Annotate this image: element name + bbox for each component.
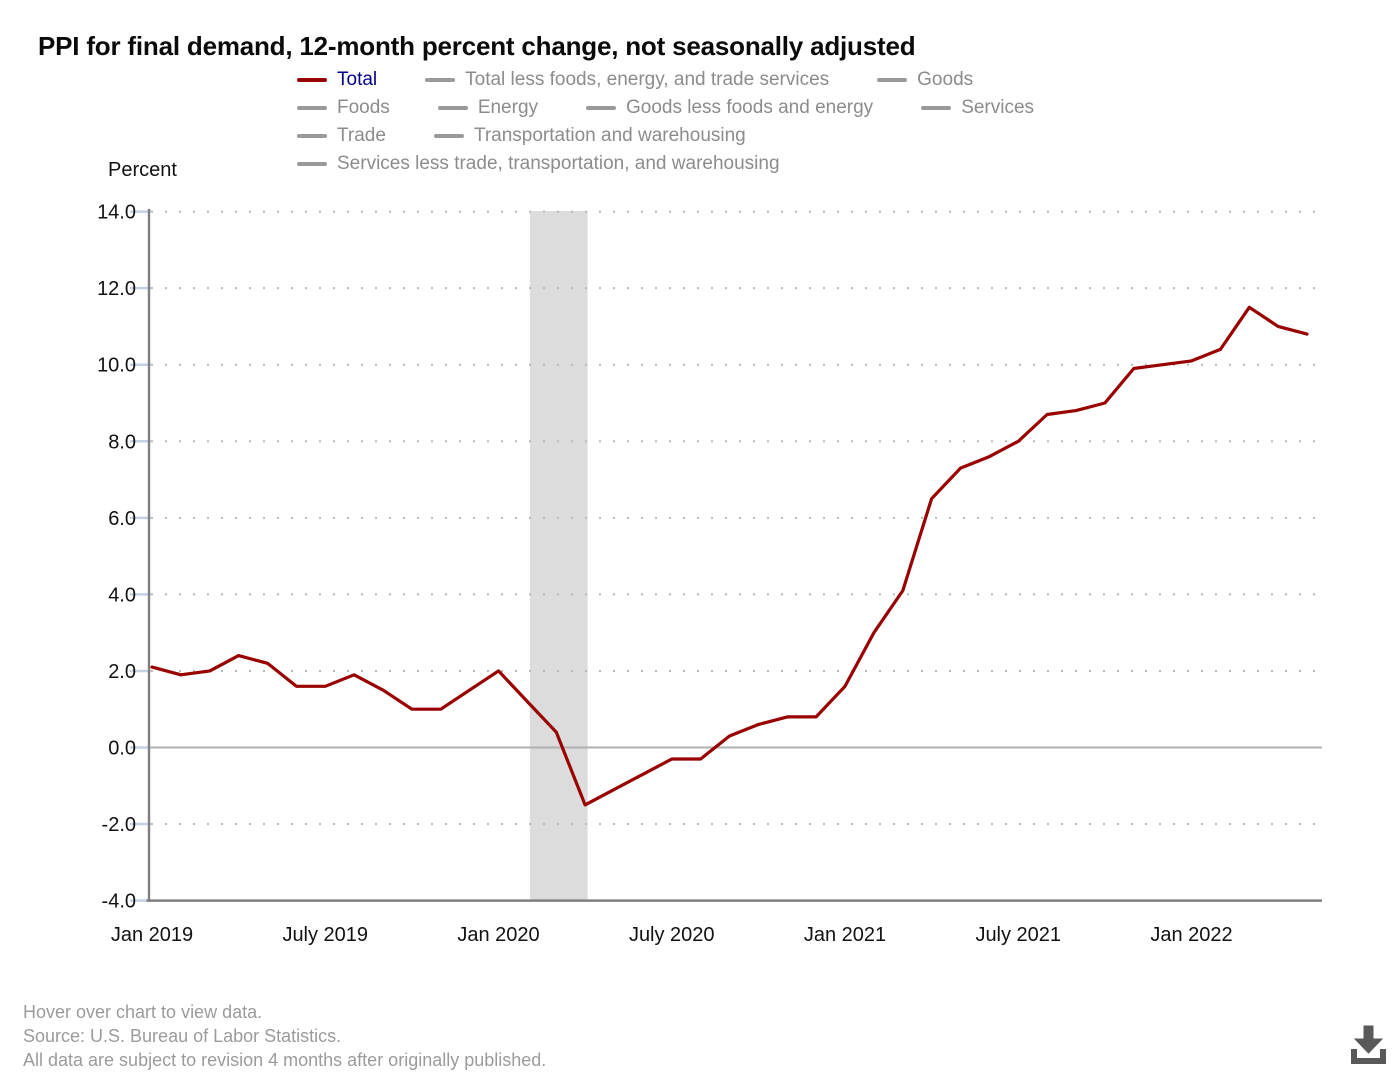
- x-tick-label: Jan 2022: [1150, 924, 1232, 946]
- download-button[interactable]: [1344, 1022, 1392, 1070]
- download-icon: [1351, 1025, 1386, 1064]
- y-tick-label: 8.0: [108, 431, 136, 453]
- legend-item-goods[interactable]: Goods: [877, 69, 973, 91]
- legend-series-swatch: [433, 134, 464, 138]
- legend-series-swatch: [297, 78, 327, 82]
- legend-item-label: Goods less foods and energy: [626, 97, 874, 118]
- legend: Total Total less foods, energy, and trade…: [297, 66, 1117, 178]
- legend-series-swatch: [877, 78, 908, 82]
- chart-title: PPI for final demand, 12-month percent c…: [38, 31, 916, 62]
- legend-series-swatch: [921, 106, 952, 110]
- legend-series-swatch: [297, 106, 327, 110]
- legend-item-goods-less-foods-and-energy[interactable]: Goods less foods and energy: [586, 97, 873, 119]
- legend-item-trade[interactable]: Trade: [297, 125, 386, 147]
- y-tick-label: -4.0: [102, 891, 136, 913]
- legend-item-label: Goods: [917, 69, 974, 90]
- legend-item-label: Services less trade, transportation, and…: [337, 153, 780, 174]
- legend-row: Total Total less foods, energy, and trade…: [297, 66, 1117, 94]
- legend-item-total[interactable]: Total: [297, 69, 377, 91]
- x-tick-label: July 2020: [629, 924, 715, 946]
- legend-series-swatch: [297, 162, 327, 166]
- x-tick-label: July 2019: [282, 924, 368, 946]
- legend-item-foods[interactable]: Foods: [297, 97, 390, 119]
- y-tick-label: 12.0: [97, 278, 136, 300]
- y-tick-label: 0.0: [108, 738, 136, 760]
- legend-series-swatch: [586, 106, 617, 110]
- legend-row: Foods Energy Goods less foods and energy Se…: [297, 94, 1117, 122]
- legend-item-label: Energy: [477, 97, 539, 118]
- legend-item-label: Transportation and warehousing: [473, 125, 746, 146]
- legend-series-swatch: [437, 106, 468, 110]
- legend-item-label: Total: [337, 69, 378, 90]
- y-tick-label: 6.0: [108, 508, 136, 530]
- legend-item-energy[interactable]: Energy: [437, 97, 539, 119]
- x-tick-label: Jan 2021: [804, 924, 886, 946]
- total-series-line[interactable]: [150, 305, 1309, 807]
- legend-item-services-less-trade-transportation-and-warehousing[interactable]: Services less trade, transportation, and…: [297, 153, 780, 175]
- legend-item-label: Total less foods, energy, and trade serv…: [465, 69, 830, 90]
- legend-series-swatch: [297, 134, 327, 138]
- y-tick-label: -2.0: [102, 814, 136, 836]
- chart-footer: Hover over chart to view data. Source: U…: [23, 1000, 546, 1072]
- legend-item-label: Trade: [337, 125, 386, 146]
- legend-item-transportation-and-warehousing[interactable]: Transportation and warehousing: [433, 125, 746, 147]
- x-tick-label: Jan 2019: [111, 924, 193, 946]
- y-tick-label: 10.0: [97, 355, 136, 377]
- x-tick-label: July 2021: [975, 924, 1061, 946]
- legend-row: Trade Transportation and warehousing: [297, 122, 1117, 150]
- x-tick-label: Jan 2020: [457, 924, 539, 946]
- legend-row: Services less trade, transportation, and…: [297, 150, 1117, 178]
- legend-item-label: Foods: [337, 97, 390, 118]
- y-axis-title: Percent: [108, 159, 177, 181]
- footer-source: Source: U.S. Bureau of Labor Statistics.: [23, 1026, 342, 1046]
- y-tick-label: 14.0: [97, 202, 136, 224]
- y-tick-label: 4.0: [108, 584, 136, 606]
- recession-band: [529, 211, 588, 901]
- legend-item-total-less-foods-energy-and-trade-services[interactable]: Total less foods, energy, and trade serv…: [425, 69, 829, 91]
- y-tick-label: 2.0: [108, 661, 136, 683]
- legend-series-swatch: [425, 78, 456, 82]
- footer-revision-note: All data are subject to revision 4 month…: [23, 1050, 547, 1070]
- footer-hover-note: Hover over chart to view data.: [23, 1002, 263, 1022]
- legend-item-services[interactable]: Services: [921, 97, 1034, 119]
- legend-item-label: Services: [961, 97, 1035, 118]
